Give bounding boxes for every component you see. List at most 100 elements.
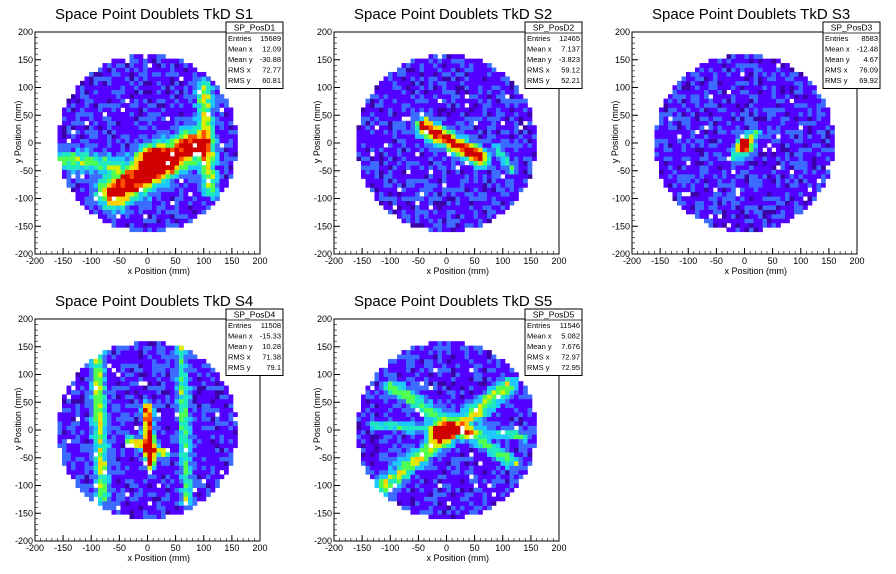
heatmap-cell xyxy=(152,376,157,382)
heatmap-cell xyxy=(762,129,768,135)
heatmap-cell xyxy=(505,98,510,104)
heatmap-cell xyxy=(392,134,398,139)
heatmap-cell xyxy=(677,98,682,104)
heatmap-cell xyxy=(84,367,90,373)
heatmap-cell xyxy=(134,134,139,139)
heatmap-cell xyxy=(695,205,700,210)
heatmap-cell xyxy=(821,178,826,184)
heatmap-cell xyxy=(174,174,180,179)
heatmap-cell xyxy=(120,501,126,506)
heatmap-cell xyxy=(129,447,135,453)
heatmap-cell xyxy=(397,71,402,77)
heatmap-cell xyxy=(174,372,180,378)
heatmap-cell xyxy=(174,381,180,386)
heatmap-cell xyxy=(767,182,772,188)
heatmap-cell xyxy=(152,350,157,355)
heatmap-cell xyxy=(197,169,202,175)
heatmap-cell xyxy=(98,76,103,82)
heatmap-cell xyxy=(798,147,804,153)
heatmap-cell xyxy=(93,187,99,193)
heatmap-cell xyxy=(161,58,166,64)
heatmap-cell xyxy=(188,129,193,135)
heatmap-cell xyxy=(147,434,153,440)
heatmap-cell xyxy=(527,129,533,135)
heatmap-cell xyxy=(138,138,144,144)
heatmap-cell xyxy=(482,169,488,175)
heatmap-cell xyxy=(807,116,813,122)
heatmap-cell xyxy=(156,196,162,202)
heatmap-cell xyxy=(500,98,506,104)
heatmap-cell xyxy=(152,492,157,497)
heatmap-cell xyxy=(138,120,144,126)
heatmap-cell xyxy=(383,111,389,117)
heatmap-cell xyxy=(129,514,135,520)
heatmap-cell xyxy=(433,103,438,108)
heatmap-cell xyxy=(487,80,492,86)
heatmap-cell xyxy=(80,390,85,395)
heatmap-cell xyxy=(460,116,465,122)
heatmap-cell xyxy=(659,143,664,148)
heatmap-cell xyxy=(451,120,456,126)
heatmap-cell xyxy=(505,200,510,206)
heatmap-cell xyxy=(677,191,682,197)
x-tick-label: 0 xyxy=(742,256,747,266)
heatmap-cell xyxy=(170,509,175,515)
heatmap-cell xyxy=(451,58,456,64)
y-tick-label: -150 xyxy=(612,221,630,231)
heatmap-cell xyxy=(478,129,483,135)
heatmap-cell xyxy=(134,438,139,444)
heatmap-cell xyxy=(780,76,786,82)
heatmap-cell xyxy=(731,178,736,184)
heatmap-cell xyxy=(120,385,126,391)
heatmap-cell xyxy=(147,514,153,520)
heatmap-cell xyxy=(379,111,384,117)
heatmap-cell xyxy=(505,151,510,157)
heatmap-cell xyxy=(446,58,452,64)
heatmap-cell xyxy=(152,80,157,86)
heatmap-cell xyxy=(120,138,126,144)
stats-key: Mean y xyxy=(527,55,552,64)
heatmap-cell xyxy=(695,85,700,91)
heatmap-cell xyxy=(93,403,99,409)
heatmap-cell xyxy=(125,156,130,162)
heatmap-cell xyxy=(446,191,452,197)
heatmap-cell xyxy=(215,143,220,148)
heatmap-cell xyxy=(735,151,741,157)
heatmap-cell xyxy=(197,134,202,139)
heatmap-cell xyxy=(102,160,108,166)
heatmap-cell xyxy=(215,107,220,113)
heatmap-cell xyxy=(798,156,804,162)
heatmap-cell xyxy=(107,416,112,422)
heatmap-cell xyxy=(188,67,193,73)
heatmap-cell xyxy=(749,214,754,219)
heatmap-cell xyxy=(152,416,157,422)
y-tick-label: -150 xyxy=(314,221,332,231)
heatmap-cell xyxy=(708,182,714,188)
heatmap-cell xyxy=(460,103,465,108)
heatmap-cell xyxy=(699,151,705,157)
heatmap-cell xyxy=(98,67,103,73)
heatmap-cell xyxy=(134,222,139,228)
heatmap-cell xyxy=(102,125,108,130)
heatmap-cell xyxy=(717,156,723,162)
heatmap-cell xyxy=(704,76,709,82)
stats-value: 12.09 xyxy=(262,45,281,54)
heatmap-cell xyxy=(188,143,193,148)
heatmap-cell xyxy=(699,71,705,77)
heatmap-cell xyxy=(361,129,366,135)
heatmap-cell xyxy=(80,196,85,202)
heatmap-cell xyxy=(681,169,687,175)
heatmap-cell xyxy=(478,116,483,122)
heatmap-cell xyxy=(170,483,175,489)
heatmap-cell xyxy=(120,111,126,117)
heatmap-cell xyxy=(170,143,175,148)
heatmap-cell xyxy=(120,214,126,219)
heatmap-cell xyxy=(125,434,130,440)
heatmap-cell xyxy=(695,89,700,95)
heatmap-cell xyxy=(75,461,81,466)
heatmap-cell xyxy=(523,147,528,153)
heatmap-cell xyxy=(415,98,420,104)
heatmap-cell xyxy=(152,394,157,400)
heatmap-cell xyxy=(478,160,483,166)
